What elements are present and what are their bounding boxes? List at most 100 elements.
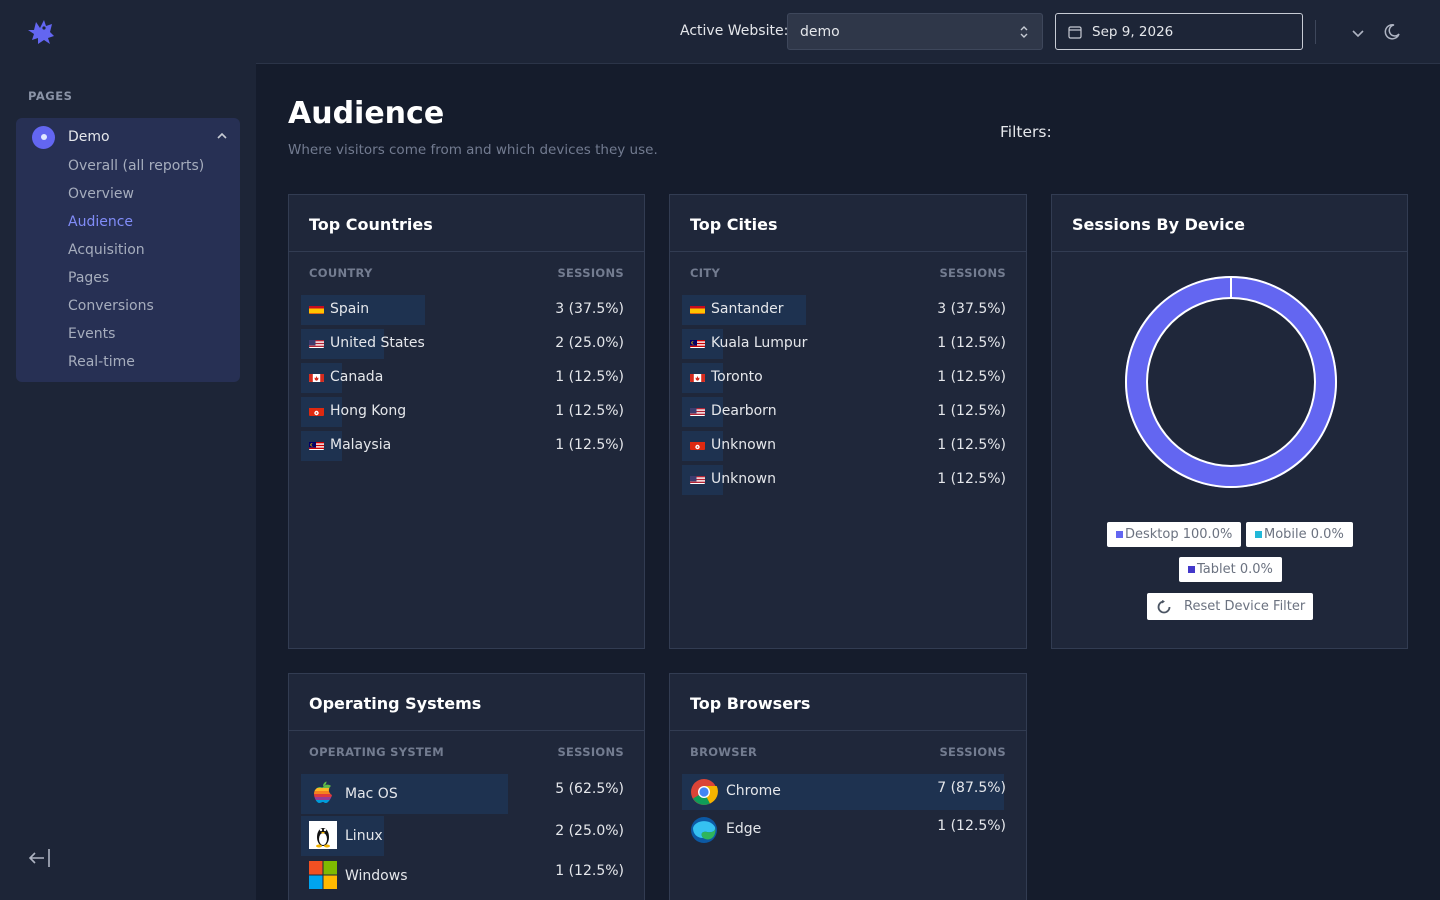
flag-us-icon (690, 474, 705, 484)
column-header-sessions: SESSIONS (557, 745, 624, 759)
card-divider (1052, 251, 1407, 252)
card-divider (670, 730, 1026, 731)
app-logo-icon[interactable] (24, 16, 56, 46)
countries-name: Spain (330, 301, 370, 317)
countries-name: Canada (330, 369, 384, 385)
chevron-up-icon[interactable] (216, 130, 228, 142)
card-title: Operating Systems (309, 694, 482, 713)
top-cities-card: Top Cities CITY SESSIONS Santander 3 (37.… (669, 194, 1027, 649)
active-website-select[interactable]: demo (787, 13, 1043, 50)
page-subtitle: Where visitors come from and which devic… (288, 142, 658, 158)
sidebar-item-events[interactable]: Events (68, 326, 116, 342)
flag-ca-icon (690, 372, 705, 382)
countries-row[interactable]: Hong Kong 1 (12.5%) (301, 397, 624, 427)
legend-swatch (1255, 531, 1262, 538)
browsers-row[interactable]: Chrome 7 (87.5%) (682, 774, 1006, 810)
cities-label: Toronto (690, 369, 763, 385)
os-row[interactable]: Mac OS 5 (62.5%) (301, 774, 624, 814)
countries-row[interactable]: Malaysia 1 (12.5%) (301, 431, 624, 461)
cities-label: Dearborn (690, 403, 777, 419)
countries-row[interactable]: Canada 1 (12.5%) (301, 363, 624, 393)
countries-label: United States (309, 335, 425, 351)
sidebar-item-audience[interactable]: Audience (68, 214, 134, 230)
card-divider (289, 251, 644, 252)
browsers-name: Chrome (726, 783, 781, 799)
cities-name: Dearborn (711, 403, 777, 419)
page-title: Audience (288, 96, 445, 131)
cities-name: Unknown (711, 471, 776, 487)
filters-label: Filters: (1000, 123, 1052, 141)
reset-device-filter-label: Reset Device Filter (1184, 599, 1306, 614)
countries-name: United States (330, 335, 425, 351)
column-header-sessions: SESSIONS (557, 266, 624, 280)
cities-row[interactable]: Unknown 1 (12.5%) (682, 465, 1006, 495)
countries-row[interactable]: Spain 3 (37.5%) (301, 295, 624, 325)
cities-row[interactable]: Kuala Lumpur 1 (12.5%) (682, 329, 1006, 359)
legend-mobile[interactable]: Mobile 0.0% (1246, 522, 1353, 547)
sidebar-item-realtime[interactable]: Real-time (68, 354, 135, 370)
countries-row[interactable]: United States 2 (25.0%) (301, 329, 624, 359)
cities-row[interactable]: Santander 3 (37.5%) (682, 295, 1006, 325)
calendar-icon (1068, 25, 1082, 39)
card-title: Top Browsers (690, 694, 811, 713)
column-header-city: CITY (690, 266, 721, 280)
sidebar-item-overview[interactable]: Overview (68, 186, 134, 202)
nav-group-header[interactable]: Demo (16, 118, 240, 156)
browsers-name: Edge (726, 821, 762, 837)
countries-sessions-value: 2 (25.0%) (555, 335, 624, 351)
flag-ca-icon (309, 372, 324, 382)
flag-es-icon (309, 304, 324, 314)
cities-sessions-value: 3 (37.5%) (937, 301, 1006, 317)
device-donut-chart[interactable] (1124, 275, 1338, 489)
windows-icon (309, 861, 337, 889)
flag-hk-icon (690, 440, 705, 450)
sidebar-item-pages[interactable]: Pages (68, 270, 110, 286)
pages-section-label: PAGES (28, 89, 73, 103)
cities-row[interactable]: Dearborn 1 (12.5%) (682, 397, 1006, 427)
sidebar-item-overall[interactable]: Overall (all reports) (68, 158, 205, 174)
donut-inner-border (1146, 297, 1316, 467)
select-arrows-icon (1020, 26, 1028, 38)
os-sessions-value: 1 (12.5%) (555, 863, 624, 879)
browsers-row[interactable]: Edge 1 (12.5%) (682, 812, 1006, 848)
os-row[interactable]: Linux 2 (25.0%) (301, 816, 624, 856)
chevron-down-icon[interactable] (1351, 26, 1365, 40)
sidebar-item-acquisition[interactable]: Acquisition (68, 242, 145, 258)
cities-sessions-value: 1 (12.5%) (937, 403, 1006, 419)
cities-name: Kuala Lumpur (711, 335, 808, 351)
sidebar-item-conversions[interactable]: Conversions (68, 298, 154, 314)
sessions-by-device-card: Sessions By Device Desktop 100.0% Mobile… (1051, 194, 1408, 649)
column-header-country: COUNTRY (309, 266, 373, 280)
cities-label: Unknown (690, 471, 776, 487)
column-header-browser: BROWSER (690, 745, 758, 759)
countries-label: Spain (309, 301, 369, 317)
column-header-sessions: SESSIONS (939, 266, 1006, 280)
card-title: Sessions By Device (1072, 215, 1245, 234)
legend-tablet[interactable]: Tablet 0.0% (1179, 557, 1282, 582)
cities-name: Santander (711, 301, 784, 317)
flag-my-icon (309, 440, 324, 450)
legend-mobile-label: Mobile 0.0% (1264, 527, 1344, 542)
os-row[interactable]: Windows 1 (12.5%) (301, 856, 624, 896)
reset-icon (1157, 599, 1171, 613)
date-picker[interactable]: Sep 9, 2026 (1055, 13, 1303, 50)
cities-row[interactable]: Unknown 1 (12.5%) (682, 431, 1006, 461)
card-divider (670, 251, 1026, 252)
countries-name: Malaysia (330, 437, 392, 453)
cities-label: Santander (690, 301, 784, 317)
cities-row[interactable]: Toronto 1 (12.5%) (682, 363, 1006, 393)
dark-mode-toggle-icon[interactable] (1383, 23, 1401, 41)
flag-us-icon (309, 338, 324, 348)
browsers-sessions-value: 7 (87.5%) (937, 780, 1006, 796)
cities-sessions-value: 1 (12.5%) (937, 471, 1006, 487)
legend-desktop[interactable]: Desktop 100.0% (1107, 522, 1242, 547)
nav-group-label: Demo (68, 129, 110, 145)
column-header-sessions: SESSIONS (939, 745, 1006, 759)
reset-device-filter-button[interactable]: Reset Device Filter (1147, 593, 1313, 620)
cities-name: Toronto (711, 369, 763, 385)
cities-sessions-value: 1 (12.5%) (937, 335, 1006, 351)
countries-label: Hong Kong (309, 403, 406, 419)
flag-es-icon (690, 304, 705, 314)
cities-sessions-value: 1 (12.5%) (937, 437, 1006, 453)
collapse-sidebar-icon[interactable] (28, 846, 52, 870)
